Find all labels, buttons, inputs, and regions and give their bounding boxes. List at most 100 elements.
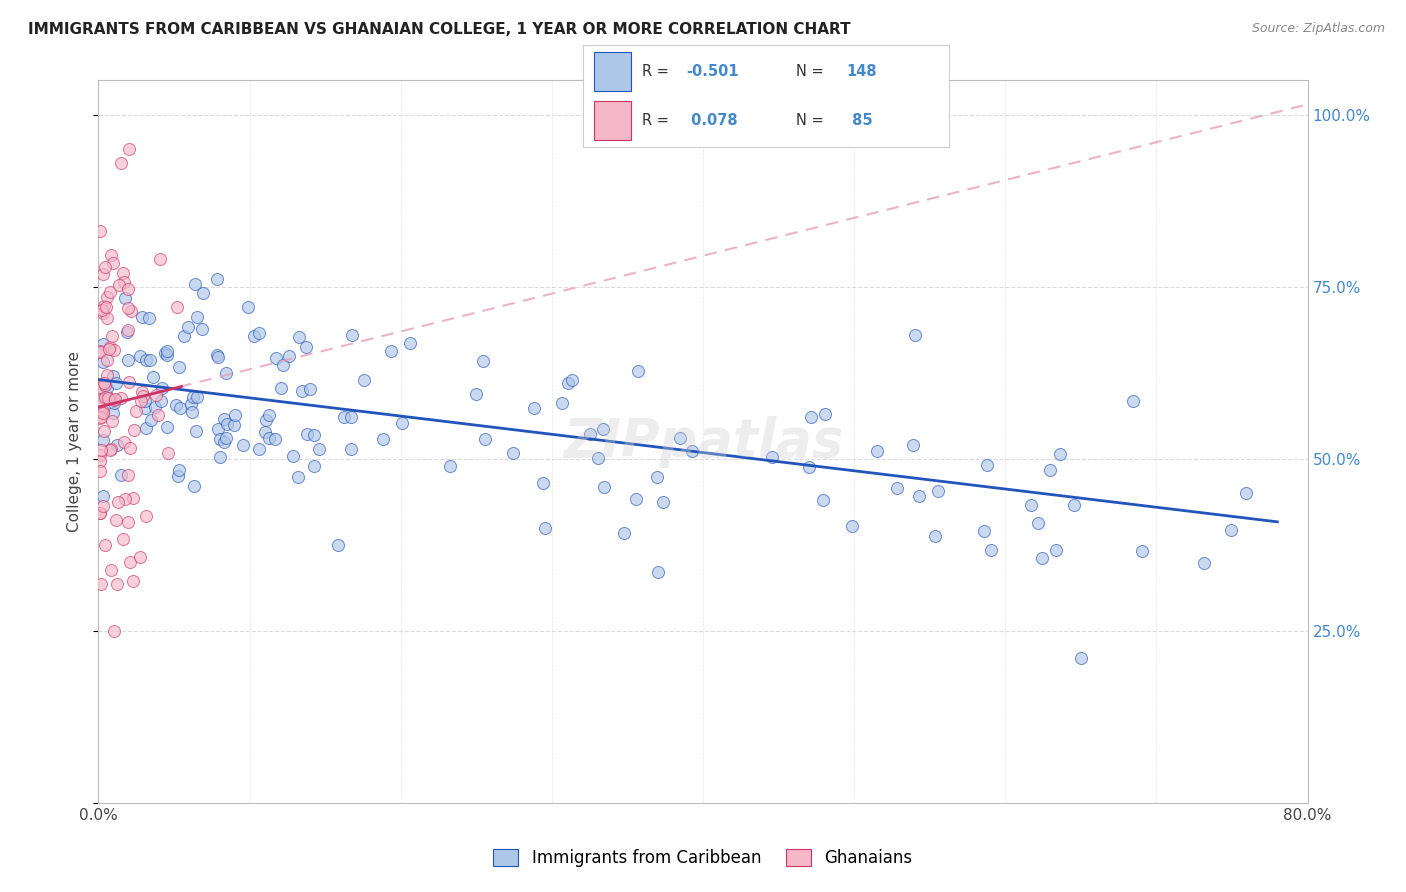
Point xyxy=(333,410,356,425)
Point xyxy=(129,550,152,565)
Point xyxy=(533,520,555,534)
Point xyxy=(135,352,157,367)
Point xyxy=(298,382,321,396)
Point xyxy=(180,396,202,410)
Point xyxy=(191,322,214,336)
Text: -0.501: -0.501 xyxy=(686,64,738,79)
Point xyxy=(117,352,139,367)
Point xyxy=(94,390,117,404)
Point xyxy=(111,532,134,546)
Text: ZIPpatlas: ZIPpatlas xyxy=(562,416,844,467)
Point xyxy=(339,442,361,456)
Point xyxy=(243,329,266,343)
Point xyxy=(592,422,614,436)
Point xyxy=(1039,463,1062,477)
Point xyxy=(647,565,669,579)
Point xyxy=(841,519,863,533)
Point xyxy=(207,422,229,436)
Point xyxy=(281,449,304,463)
Point xyxy=(96,381,118,395)
Point xyxy=(114,491,136,506)
Text: Source: ZipAtlas.com: Source: ZipAtlas.com xyxy=(1251,22,1385,36)
Point xyxy=(156,420,179,434)
Point xyxy=(117,323,139,337)
Point xyxy=(89,392,111,407)
Point xyxy=(101,256,124,270)
Point xyxy=(100,415,122,429)
Point xyxy=(169,401,191,416)
Point xyxy=(167,468,190,483)
Point xyxy=(295,339,318,353)
Point xyxy=(290,384,312,398)
Point xyxy=(132,389,155,403)
Point xyxy=(222,418,245,433)
Point xyxy=(295,427,318,442)
Y-axis label: College, 1 year or more: College, 1 year or more xyxy=(67,351,83,532)
Point xyxy=(980,542,1002,557)
Point xyxy=(131,310,153,325)
Point xyxy=(391,416,413,430)
Point xyxy=(89,224,111,238)
Point xyxy=(89,379,111,393)
Point xyxy=(270,381,292,395)
Text: R =: R = xyxy=(643,113,673,128)
Point xyxy=(814,407,837,421)
Point xyxy=(586,450,609,465)
Point xyxy=(156,343,179,358)
Point xyxy=(1130,544,1153,558)
Point xyxy=(91,377,114,392)
Point xyxy=(150,381,173,395)
Point xyxy=(90,577,112,591)
Point xyxy=(669,431,692,445)
Point xyxy=(167,463,190,477)
Point xyxy=(103,392,125,407)
Point xyxy=(94,387,117,401)
Point xyxy=(105,438,128,452)
Point xyxy=(93,267,115,281)
Point xyxy=(464,387,486,401)
Point xyxy=(761,450,783,465)
Point xyxy=(103,343,125,357)
Point xyxy=(165,398,187,412)
Point xyxy=(184,425,207,439)
Point xyxy=(98,340,121,354)
Point xyxy=(96,368,118,382)
Point xyxy=(131,385,153,400)
Point xyxy=(173,329,195,343)
Point xyxy=(231,438,253,452)
Point xyxy=(212,412,235,426)
Point xyxy=(1192,557,1215,571)
Point xyxy=(105,577,128,591)
Point xyxy=(1220,523,1243,537)
Point xyxy=(90,405,112,419)
Point xyxy=(1122,393,1144,408)
Point xyxy=(613,525,636,540)
Point xyxy=(191,286,214,301)
Legend: Immigrants from Caribbean, Ghanaians: Immigrants from Caribbean, Ghanaians xyxy=(486,842,920,874)
Point xyxy=(117,281,139,295)
Point xyxy=(90,443,112,458)
Point xyxy=(180,405,202,419)
Point xyxy=(98,442,121,457)
Point xyxy=(98,285,121,300)
Point xyxy=(150,394,173,409)
Point xyxy=(103,624,125,638)
Point xyxy=(156,348,179,362)
Point xyxy=(129,349,152,363)
Point xyxy=(125,404,148,418)
Point xyxy=(353,373,375,387)
Point xyxy=(117,515,139,529)
Point xyxy=(1019,499,1042,513)
Point xyxy=(177,320,200,334)
Point xyxy=(94,260,117,274)
Point xyxy=(866,444,889,458)
Point xyxy=(89,464,111,478)
Point xyxy=(105,513,128,527)
Point xyxy=(89,506,111,520)
Point xyxy=(439,458,461,473)
Point xyxy=(551,396,574,410)
Text: 0.078: 0.078 xyxy=(686,113,738,128)
Point xyxy=(399,336,422,351)
Point xyxy=(104,392,127,407)
Point xyxy=(254,413,277,427)
